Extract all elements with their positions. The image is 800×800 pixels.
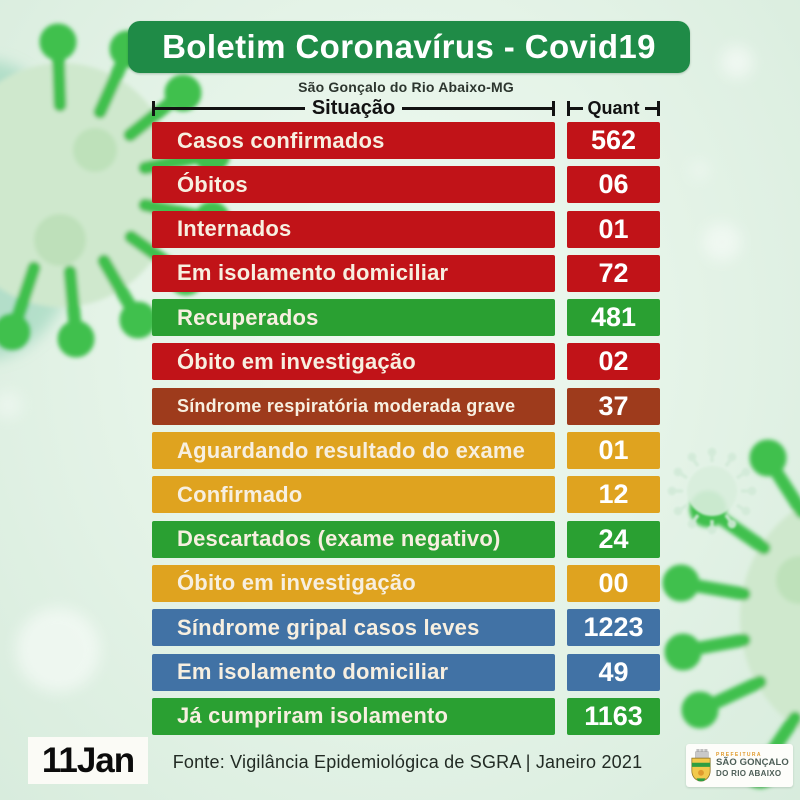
logo-city-name: SÃO GONÇALO <box>716 757 789 769</box>
row-value: 01 <box>567 210 660 248</box>
row-value: 1163 <box>567 697 660 735</box>
bracket-tick <box>552 101 556 116</box>
coat-of-arms-icon <box>691 749 711 782</box>
row-label: Óbito em investigação <box>152 564 555 602</box>
row-value: 1223 <box>567 609 660 647</box>
row-label: Óbito em investigação <box>152 343 555 381</box>
situation-column-header: Situação <box>152 97 556 119</box>
row-value: 06 <box>567 166 660 204</box>
situation-header-label: Situação <box>311 97 396 119</box>
row-label: Aguardando resultado do exame <box>152 432 555 470</box>
row-label: Óbitos <box>152 166 555 204</box>
table-row: Óbitos 06 <box>152 166 660 204</box>
quantity-column-header: Quant <box>567 98 660 118</box>
date-label: 11Jan <box>41 740 135 780</box>
bracket-tick <box>657 101 660 116</box>
row-label: Em isolamento domiciliar <box>152 653 555 691</box>
row-label: Confirmado <box>152 476 555 514</box>
bracket-line <box>570 107 583 110</box>
row-value: 24 <box>567 520 660 558</box>
logo-city-name-2: DO RIO ABAIXO <box>716 769 782 779</box>
table-row: Já cumpriram isolamento 1163 <box>152 697 660 735</box>
row-value: 12 <box>567 476 660 514</box>
table-row: Casos confirmados 562 <box>152 122 660 159</box>
row-label: Síndrome gripal casos leves <box>152 609 555 647</box>
row-value: 37 <box>567 387 660 425</box>
row-value: 00 <box>567 564 660 602</box>
row-label: Em isolamento domiciliar <box>152 254 555 292</box>
table-row: Confirmado 12 <box>152 476 660 514</box>
table-row: Recuperados 481 <box>152 299 660 337</box>
virus-bottom-right <box>662 439 800 789</box>
date-badge: 11Jan <box>28 737 148 784</box>
row-value: 481 <box>567 299 660 337</box>
row-label: Síndrome respiratória moderada grave <box>152 387 555 425</box>
row-label: Recuperados <box>152 299 555 337</box>
bracket-line <box>155 107 305 110</box>
row-value: 49 <box>567 653 660 691</box>
logo-prefeitura-label: PREFEITURA <box>716 751 762 758</box>
row-label: Descartados (exame negativo) <box>152 520 555 558</box>
table-row: Óbito em investigação 02 <box>152 343 660 381</box>
row-value: 562 <box>567 122 660 159</box>
table-row: Descartados (exame negativo) 24 <box>152 520 660 558</box>
row-label: Internados <box>152 210 555 248</box>
table-row: Em isolamento domiciliar 49 <box>152 653 660 691</box>
bracket-tick <box>152 101 155 116</box>
source-text: Fonte: Vigilância Epidemiológica de SGRA… <box>172 752 643 772</box>
city-hall-logo: PREFEITURA SÃO GONÇALO DO RIO ABAIXO <box>686 744 793 787</box>
table-row: Em isolamento domiciliar 72 <box>152 254 660 292</box>
table-row: Síndrome gripal casos leves 1223 <box>152 609 660 647</box>
page-title: Boletim Coronavírus - Covid19 <box>162 28 656 65</box>
row-label: Já cumpriram isolamento <box>152 697 555 735</box>
bracket-line <box>402 107 553 110</box>
stats-table: Casos confirmados 562 Óbitos 06 Internados 01… <box>152 122 660 735</box>
page-subtitle: São Gonçalo do Rio Abaixo-MG <box>298 79 514 95</box>
quantity-header-label: Quant <box>587 98 640 118</box>
table-header: Situação Quant <box>152 97 660 119</box>
bracket-tick <box>567 101 570 116</box>
table-row: Aguardando resultado do exame 01 <box>152 432 660 470</box>
row-value: 01 <box>567 432 660 470</box>
virus-faint <box>667 447 757 535</box>
table-row: Síndrome respiratória moderada grave 37 <box>152 387 660 425</box>
row-label: Casos confirmados <box>152 122 555 159</box>
title-banner: Boletim Coronavírus - Covid19 <box>128 21 690 73</box>
row-value: 02 <box>567 343 660 381</box>
bracket-line <box>644 107 657 110</box>
logo-text: PREFEITURA SÃO GONÇALO DO RIO ABAIXO <box>716 751 789 779</box>
row-value: 72 <box>567 254 660 292</box>
table-row: Óbito em investigação 00 <box>152 564 660 602</box>
table-row: Internados 01 <box>152 210 660 248</box>
